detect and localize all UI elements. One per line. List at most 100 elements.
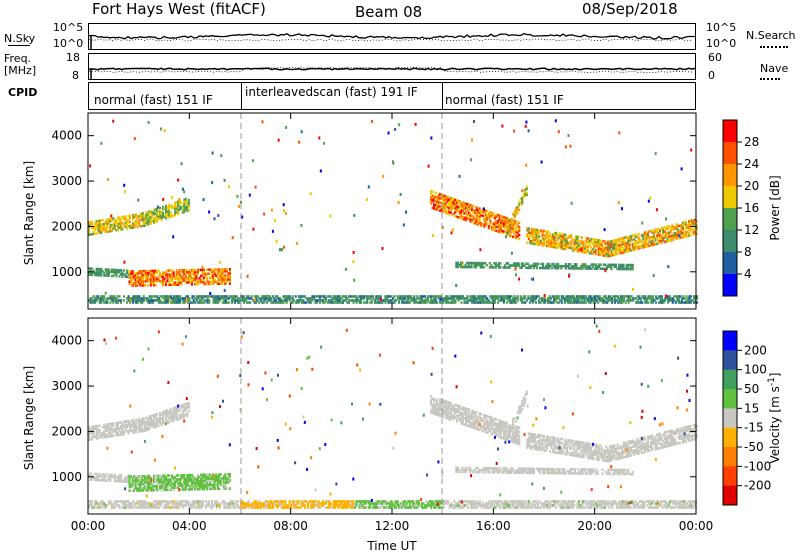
heatmap-cell — [91, 474, 94, 477]
heatmap-cell — [172, 206, 175, 209]
heatmap-cell — [119, 220, 122, 223]
heatmap-cell — [119, 226, 122, 229]
heatmap-cell — [166, 419, 169, 422]
heatmap-cell — [574, 299, 577, 302]
heatmap-cell — [201, 477, 204, 481]
heatmap-cell — [168, 482, 171, 485]
heatmap-cell — [599, 267, 602, 270]
heatmap-cell — [206, 297, 209, 300]
heatmap-cell — [625, 250, 628, 253]
heatmap-cell — [224, 479, 227, 482]
heatmap-cell — [519, 299, 522, 302]
heatmap-cell — [190, 277, 193, 280]
heatmap-cell — [243, 295, 246, 298]
heatmap-cell — [209, 280, 212, 284]
heatmap-cell — [109, 225, 112, 229]
colorbar-swatch — [723, 230, 737, 253]
heatmap-cell — [683, 301, 686, 304]
heatmap-cell — [411, 500, 414, 503]
heatmap-cell — [592, 301, 595, 304]
heatmap-cell — [416, 500, 419, 503]
heatmap-cell — [510, 295, 513, 298]
heatmap-speck — [100, 141, 103, 145]
heatmap-cell — [439, 506, 442, 509]
heatmap-cell — [136, 483, 139, 486]
heatmap-cell — [94, 476, 97, 480]
heatmap-cell — [614, 244, 617, 248]
heatmap-cell — [492, 295, 495, 298]
heatmap-cell — [651, 301, 654, 304]
heatmap-cell — [548, 301, 551, 304]
heatmap-cell — [139, 426, 142, 429]
heatmap-cell — [569, 295, 572, 298]
heatmap-cell — [427, 297, 430, 300]
heatmap-cell — [493, 216, 496, 220]
heatmap-cell — [142, 280, 145, 283]
heatmap-cell — [180, 482, 183, 485]
heatmap-cell — [603, 301, 606, 304]
heatmap-cell — [332, 500, 335, 503]
heatmap-cell — [580, 267, 583, 270]
heatmap-cell — [329, 504, 332, 507]
heatmap-cell — [109, 428, 112, 432]
heatmap-cell — [594, 252, 597, 256]
heatmap-cell — [181, 414, 184, 417]
heatmap-cell — [213, 280, 216, 284]
heatmap-cell — [425, 297, 428, 300]
heatmap-cell — [498, 214, 501, 217]
heatmap-cell — [582, 250, 585, 254]
heatmap-cell — [405, 502, 408, 505]
heatmap-cell — [210, 475, 213, 478]
heatmap-cell — [378, 506, 381, 509]
heatmap-cell — [165, 297, 168, 300]
heatmap-cell — [184, 486, 187, 489]
heatmap-cell — [148, 214, 151, 218]
heatmap-cell — [109, 295, 112, 298]
heatmap-cell — [513, 299, 516, 302]
heatmap-cell — [499, 227, 502, 230]
heatmap-cell — [169, 414, 172, 417]
heatmap-cell — [113, 500, 116, 503]
heatmap-cell — [142, 276, 145, 279]
heatmap-cell — [267, 502, 270, 505]
heatmap-cell — [585, 301, 588, 304]
heatmap-cell — [113, 502, 116, 505]
heatmap-cell — [137, 276, 140, 279]
heatmap-cell — [407, 295, 410, 298]
heatmap-cell — [264, 299, 267, 302]
heatmap-cell — [98, 428, 101, 432]
heatmap-cell — [227, 502, 230, 505]
heatmap-cell — [214, 295, 217, 298]
heatmap-cell — [414, 500, 417, 503]
heatmap-cell — [366, 299, 369, 302]
heatmap-cell — [284, 299, 287, 302]
heatmap-cell — [103, 504, 106, 507]
heatmap-cell — [110, 225, 113, 229]
heatmap-cell — [115, 432, 118, 435]
heatmap-cell — [112, 225, 115, 228]
heatmap-cell — [588, 251, 591, 255]
heatmap-cell — [529, 233, 532, 237]
heatmap-cell — [91, 500, 94, 503]
heatmap-cell — [349, 295, 352, 298]
heatmap-cell — [555, 262, 558, 266]
heatmap-cell — [574, 297, 577, 300]
heatmap-cell — [360, 500, 363, 503]
heatmap-cell — [488, 262, 491, 265]
heatmap-cell — [267, 297, 270, 300]
heatmap-cell — [489, 215, 492, 218]
heatmap-cell — [130, 270, 133, 273]
heatmap-cell — [191, 301, 194, 304]
heatmap-speck — [514, 267, 517, 271]
heatmap-cell — [645, 235, 648, 238]
heatmap-cell — [89, 476, 92, 479]
heatmap-cell — [146, 428, 149, 431]
heatmap-cell — [212, 485, 215, 489]
heatmap-cell — [140, 272, 143, 275]
heatmap-cell — [516, 207, 519, 211]
heatmap-cell — [671, 297, 674, 300]
heatmap-cell — [88, 474, 91, 477]
heatmap-cell — [552, 233, 555, 236]
heatmap-cell — [562, 235, 565, 238]
heatmap-cell — [191, 295, 194, 298]
